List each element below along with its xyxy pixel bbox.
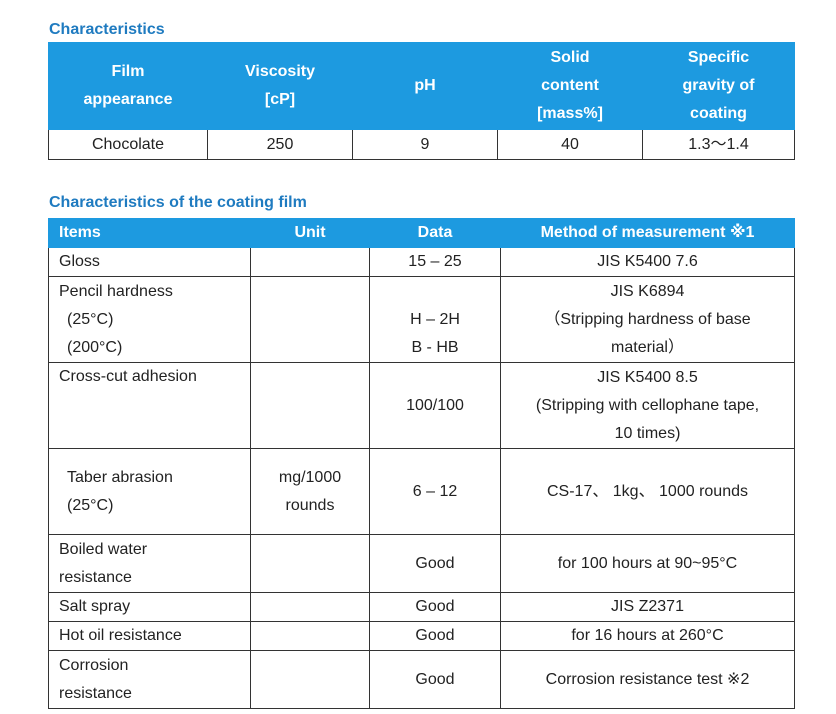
table-header-row: Items Unit Data Method of measurement ※1 bbox=[48, 218, 795, 248]
unit-text: mg/1000 bbox=[278, 468, 342, 486]
header-text: appearance bbox=[83, 91, 173, 108]
cell-item: Boiled water resistance bbox=[48, 534, 251, 593]
cell-data: 6 – 12 bbox=[369, 448, 501, 535]
cell-data: Good bbox=[369, 534, 501, 593]
cell-unit bbox=[250, 362, 370, 449]
cell-item: Salt spray bbox=[48, 592, 251, 622]
item-label: Boiled water bbox=[59, 540, 148, 558]
table-row: Pencil hardness (25°C) (200°C) H – 2H B … bbox=[48, 276, 795, 363]
item-label: Corrosion bbox=[59, 656, 129, 674]
item-label: Taber abrasion bbox=[67, 468, 173, 486]
method-text: (Stripping with cellophane tape, bbox=[535, 396, 760, 414]
table-header-row: Film appearance Viscosity [cP] pH Solid … bbox=[48, 42, 795, 130]
table-row: Taber abrasion (25°C) mg/1000 rounds 6 –… bbox=[48, 448, 795, 535]
header-unit: Unit bbox=[250, 218, 370, 248]
section-title-characteristics: Characteristics bbox=[49, 21, 165, 38]
item-sub-label: (200°C) bbox=[67, 338, 123, 356]
table-row: Gloss 15 – 25 JIS K5400 7.6 bbox=[48, 247, 795, 277]
data-value: B - HB bbox=[411, 338, 459, 356]
item-label: Pencil hardness bbox=[59, 282, 173, 300]
cell-item: Corrosion resistance bbox=[48, 650, 251, 709]
cell-method: JIS Z2371 bbox=[500, 592, 795, 622]
header-ph: pH bbox=[352, 42, 498, 130]
cell-unit bbox=[250, 592, 370, 622]
cell-data: Good bbox=[369, 621, 501, 651]
item-label: resistance bbox=[59, 568, 132, 586]
cell-data: H – 2H B - HB bbox=[369, 276, 501, 363]
cell-item: Cross-cut adhesion bbox=[48, 362, 251, 449]
item-label: resistance bbox=[59, 684, 132, 702]
header-method: Method of measurement ※1 bbox=[500, 218, 795, 248]
table-row: Hot oil resistance Good for 16 hours at … bbox=[48, 621, 795, 651]
item-sub-label: (25°C) bbox=[67, 310, 114, 328]
cell-solid-content: 40 bbox=[497, 129, 643, 160]
cell-data: Good bbox=[369, 650, 501, 709]
method-text: JIS K5400 8.5 bbox=[597, 368, 698, 386]
table-row: Boiled water resistance Good for 100 hou… bbox=[48, 534, 795, 593]
header-text: coating bbox=[690, 105, 747, 122]
cell-method: for 100 hours at 90~95°C bbox=[500, 534, 795, 593]
header-text: Solid bbox=[550, 49, 590, 66]
unit-text: rounds bbox=[285, 496, 335, 514]
cell-method: JIS K5400 8.5 (Stripping with cellophane… bbox=[500, 362, 795, 449]
cell-item: Gloss bbox=[48, 247, 251, 277]
header-text: Specific bbox=[687, 49, 750, 66]
header-text: Film bbox=[111, 63, 145, 80]
cell-method: for 16 hours at 260°C bbox=[500, 621, 795, 651]
table-row: Corrosion resistance Good Corrosion resi… bbox=[48, 650, 795, 709]
header-text: Viscosity bbox=[245, 63, 315, 80]
cell-unit: mg/1000 rounds bbox=[250, 448, 370, 535]
cell-unit bbox=[250, 650, 370, 709]
cell-data: Good bbox=[369, 592, 501, 622]
cell-item: Pencil hardness (25°C) (200°C) bbox=[48, 276, 251, 363]
table-row: Chocolate 250 9 40 1.3〜1.4 bbox=[48, 129, 795, 160]
header-text: gravity of bbox=[682, 77, 755, 94]
method-text: 10 times) bbox=[614, 424, 681, 442]
cell-method: CS-17、 1kg、 1000 rounds bbox=[500, 448, 795, 535]
header-specific-gravity: Specific gravity of coating bbox=[642, 42, 795, 130]
method-text: （Stripping hardness of base bbox=[544, 310, 751, 328]
header-data: Data bbox=[369, 218, 501, 248]
header-film-appearance: Film appearance bbox=[48, 42, 208, 130]
cell-item: Hot oil resistance bbox=[48, 621, 251, 651]
cell-unit bbox=[250, 621, 370, 651]
cell-viscosity: 250 bbox=[207, 129, 353, 160]
characteristics-table: Film appearance Viscosity [cP] pH Solid … bbox=[48, 42, 795, 160]
method-text: JIS K6894 bbox=[610, 282, 685, 300]
cell-unit bbox=[250, 534, 370, 593]
cell-ph: 9 bbox=[352, 129, 498, 160]
method-text: material） bbox=[611, 338, 684, 356]
header-viscosity: Viscosity [cP] bbox=[207, 42, 353, 130]
cell-method: Corrosion resistance test ※2 bbox=[500, 650, 795, 709]
cell-data: 15 – 25 bbox=[369, 247, 501, 277]
cell-unit bbox=[250, 247, 370, 277]
header-text: content bbox=[541, 77, 599, 94]
table-row: Salt spray Good JIS Z2371 bbox=[48, 592, 795, 622]
cell-data: 100/100 bbox=[369, 362, 501, 449]
data-value: H – 2H bbox=[410, 310, 460, 328]
cell-method: JIS K5400 7.6 bbox=[500, 247, 795, 277]
header-text: [cP] bbox=[264, 91, 296, 108]
cell-film-appearance: Chocolate bbox=[48, 129, 208, 160]
cell-unit bbox=[250, 276, 370, 363]
section-title-coating-film: Characteristics of the coating film bbox=[49, 194, 307, 211]
item-sub-label: (25°C) bbox=[67, 496, 114, 514]
table-row: Cross-cut adhesion 100/100 JIS K5400 8.5… bbox=[48, 362, 795, 449]
header-text: pH bbox=[414, 77, 436, 94]
cell-item: Taber abrasion (25°C) bbox=[48, 448, 251, 535]
header-solid-content: Solid content [mass%] bbox=[497, 42, 643, 130]
cell-method: JIS K6894 （Stripping hardness of base ma… bbox=[500, 276, 795, 363]
coating-film-table: Items Unit Data Method of measurement ※1… bbox=[48, 218, 795, 709]
cell-specific-gravity: 1.3〜1.4 bbox=[642, 129, 795, 160]
header-items: Items bbox=[48, 218, 251, 248]
header-text: [mass%] bbox=[537, 105, 603, 122]
